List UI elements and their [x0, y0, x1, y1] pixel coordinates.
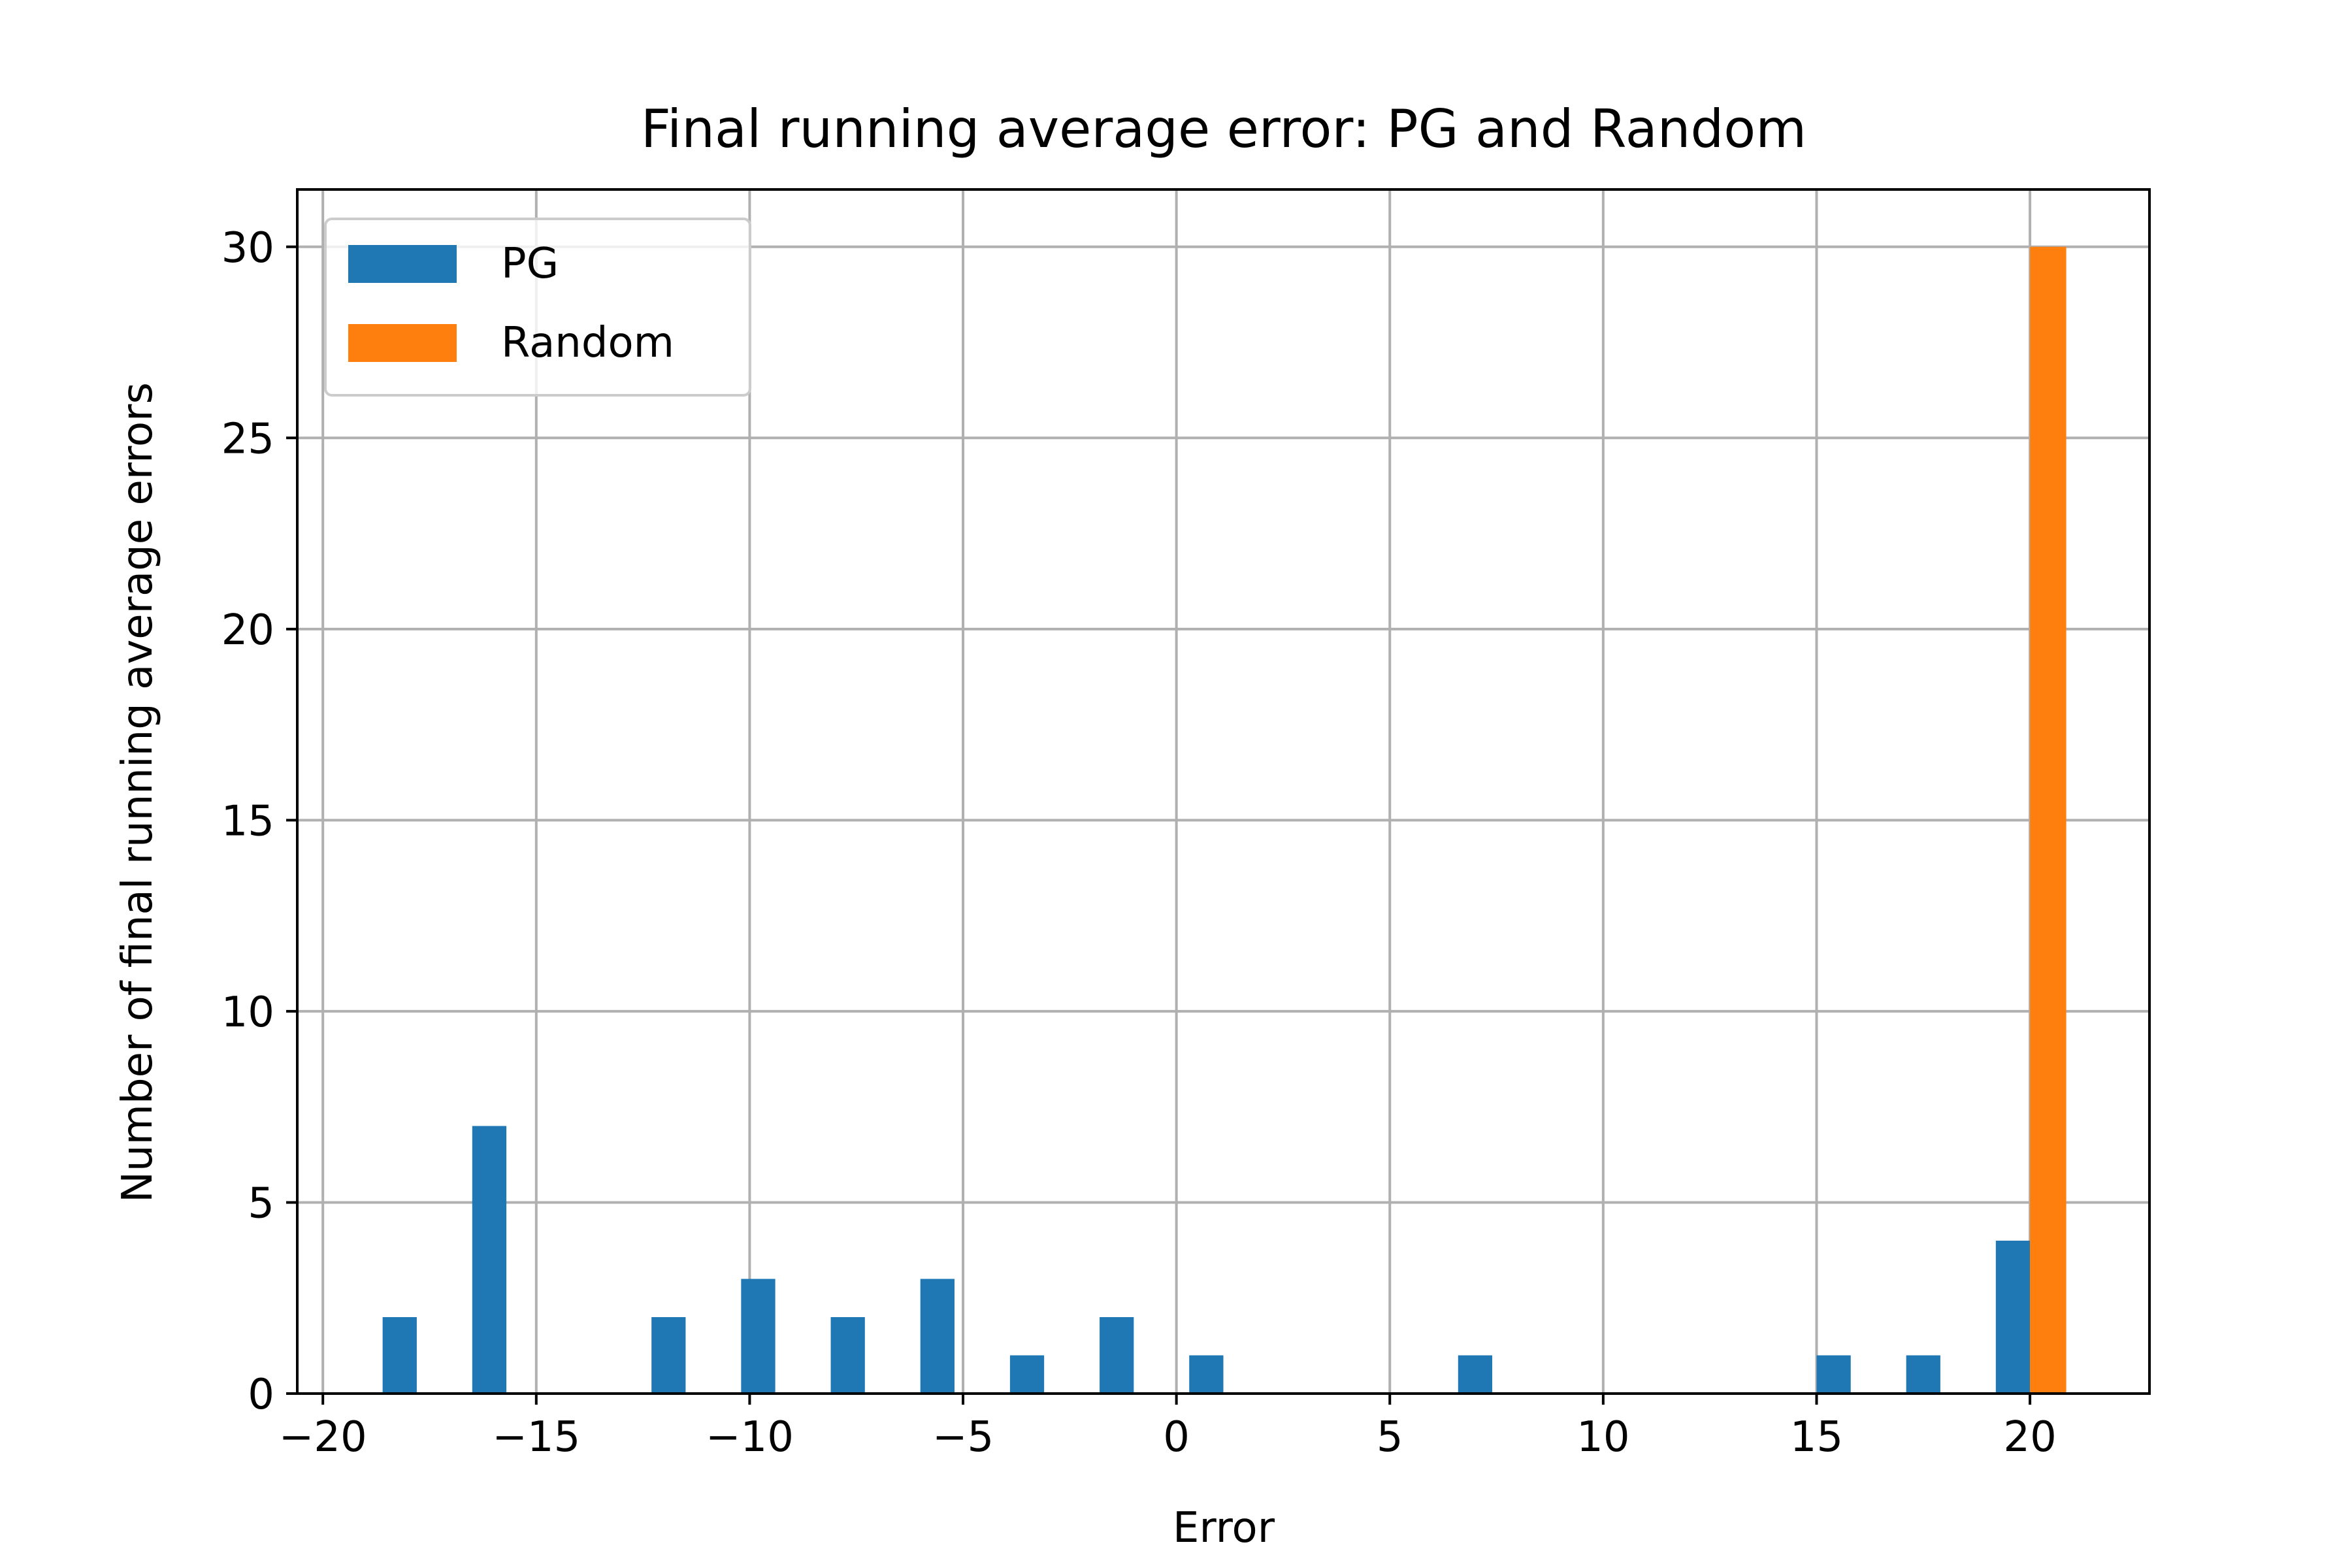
y-tick-label: 25 — [221, 415, 274, 463]
y-tick-label: 15 — [221, 797, 274, 845]
bar-pg — [472, 1126, 507, 1394]
x-tick-label: 0 — [1163, 1413, 1190, 1462]
plot-frame — [296, 188, 2151, 1395]
bar-pg — [920, 1279, 955, 1394]
y-tick-label: 0 — [248, 1371, 274, 1419]
bars-layer — [382, 246, 2066, 1394]
legend: PG Random — [324, 218, 751, 397]
x-tick-label: −20 — [279, 1413, 367, 1462]
y-axis-label: Number of final running average errors — [114, 382, 162, 1203]
x-tick-label: 20 — [2003, 1413, 2056, 1462]
bar-pg — [741, 1279, 776, 1394]
legend-swatch-pg — [348, 245, 457, 283]
x-axis-label: Error — [1173, 1504, 1275, 1552]
ticks-layer: −20 −15 −10 −5 0 5 10 15 20 0 5 10 15 20 25 30 — [221, 224, 2057, 1462]
x-tick-label: −5 — [932, 1413, 994, 1462]
legend-swatch-random — [348, 324, 457, 362]
bar-pg — [1995, 1240, 2031, 1394]
y-tick-label: 20 — [221, 606, 274, 655]
bar-pg — [1100, 1316, 1134, 1394]
x-tick-label: −10 — [706, 1413, 794, 1462]
bar-pg — [1009, 1355, 1045, 1394]
y-tick-label: 30 — [221, 224, 274, 272]
legend-label-pg: PG — [501, 240, 559, 288]
x-tick-label: −15 — [492, 1413, 580, 1462]
x-tick-label: 15 — [1790, 1413, 1843, 1462]
legend-label-random: Random — [501, 319, 674, 367]
bar-random — [2030, 246, 2066, 1394]
x-tick-label: 5 — [1377, 1413, 1403, 1462]
y-tick-label: 10 — [221, 988, 274, 1037]
bar-pg — [830, 1316, 865, 1394]
chart-title: Final running average error: PG and Rand… — [641, 99, 1806, 159]
bar-pg — [651, 1316, 686, 1394]
bar-pg — [1458, 1355, 1493, 1394]
bar-pg — [382, 1316, 417, 1394]
y-tick-label: 5 — [248, 1179, 274, 1228]
x-tick-label: 10 — [1576, 1413, 1629, 1462]
bar-pg — [1906, 1355, 1940, 1394]
bar-pg — [1189, 1355, 1224, 1394]
bar-pg — [1816, 1355, 1851, 1394]
